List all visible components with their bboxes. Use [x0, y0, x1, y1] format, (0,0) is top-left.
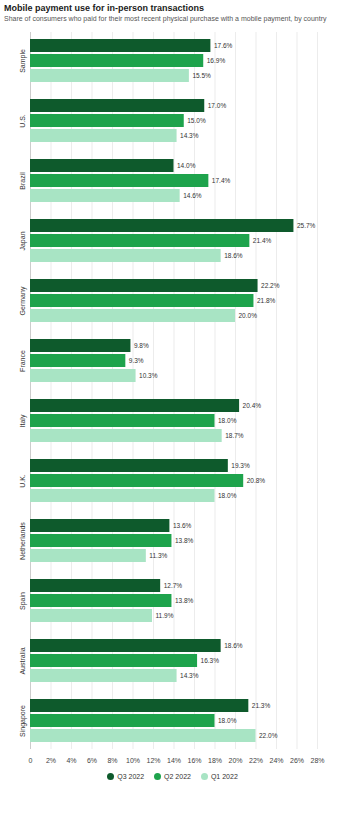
svg-text:18%: 18% [208, 757, 222, 764]
svg-text:U.S.: U.S. [19, 114, 26, 128]
svg-text:18.6%: 18.6% [224, 252, 243, 259]
html-text:Mobile payment use for in-pers: Mobile payment use for in-person transac… [4, 3, 204, 13]
svg-text:6%: 6% [87, 757, 97, 764]
svg-text:9.3%: 9.3% [129, 357, 144, 364]
svg-text:16%: 16% [187, 757, 201, 764]
svg-text:Australia: Australia [19, 647, 26, 674]
svg-text:Japan: Japan [19, 231, 27, 250]
svg-text:U.K.: U.K. [19, 474, 26, 488]
svg-text:20.8%: 20.8% [247, 477, 266, 484]
svg-text:2%: 2% [46, 757, 56, 764]
svg-text:18.0%: 18.0% [218, 717, 237, 724]
svg-text:17.4%: 17.4% [212, 177, 231, 184]
svg-text:21.4%: 21.4% [253, 237, 272, 244]
svg-text:14.3%: 14.3% [180, 132, 199, 139]
svg-text:21.8%: 21.8% [257, 297, 276, 304]
svg-text:18.0%: 18.0% [218, 492, 237, 499]
svg-text:Germany: Germany [19, 286, 27, 315]
svg-text:18.7%: 18.7% [225, 432, 244, 439]
svg-text:25.7%: 25.7% [297, 222, 316, 229]
svg-text:11.9%: 11.9% [155, 612, 173, 619]
svg-text:Netherlands: Netherlands [19, 521, 26, 559]
html-text:Share of consumers who paid fo: Share of consumers who paid for their mo… [4, 15, 327, 22]
svg-text:18.6%: 18.6% [224, 642, 243, 649]
svg-text:16.3%: 16.3% [201, 657, 220, 664]
html-text:Q2 2022: Q2 2022 [164, 772, 191, 780]
svg-text:20%: 20% [228, 757, 242, 764]
svg-text:26%: 26% [290, 757, 304, 764]
svg-text:17.0%: 17.0% [208, 102, 227, 109]
svg-text:0: 0 [29, 757, 33, 764]
svg-text:28%: 28% [310, 757, 324, 764]
svg-text:9.8%: 9.8% [134, 342, 149, 349]
svg-text:8%: 8% [107, 757, 117, 764]
svg-text:22%: 22% [249, 757, 263, 764]
html-text:Q3 2022: Q3 2022 [117, 772, 145, 780]
svg-text:17.6%: 17.6% [214, 42, 233, 49]
svg-text:14.6%: 14.6% [183, 192, 202, 199]
svg-text:France: France [19, 350, 26, 372]
svg-text:Spain: Spain [19, 592, 27, 610]
svg-text:13.8%: 13.8% [175, 537, 194, 544]
svg-text:Singapore: Singapore [19, 705, 27, 737]
svg-text:18.0%: 18.0% [218, 417, 237, 424]
svg-text:10.3%: 10.3% [139, 372, 158, 379]
svg-text:Sample: Sample [19, 49, 27, 73]
svg-text:15.0%: 15.0% [187, 117, 206, 124]
svg-text:12%: 12% [146, 757, 160, 764]
svg-text:11.3%: 11.3% [149, 552, 167, 559]
svg-text:13.8%: 13.8% [175, 597, 194, 604]
svg-text:13.6%: 13.6% [173, 522, 192, 529]
svg-text:24%: 24% [269, 757, 283, 764]
svg-text:4%: 4% [66, 757, 76, 764]
svg-text:14%: 14% [167, 757, 181, 764]
svg-text:12.7%: 12.7% [164, 582, 183, 589]
svg-text:19.3%: 19.3% [231, 462, 250, 469]
svg-text:14.3%: 14.3% [180, 672, 199, 679]
svg-text:20.4%: 20.4% [243, 402, 262, 409]
svg-text:15.5%: 15.5% [192, 72, 211, 79]
svg-text:22.0%: 22.0% [259, 732, 278, 739]
svg-text:14.0%: 14.0% [177, 162, 196, 169]
svg-text:22.2%: 22.2% [261, 282, 280, 289]
svg-text:10%: 10% [126, 757, 140, 764]
svg-text:Italy: Italy [19, 414, 27, 427]
html-text:Q1 2022: Q1 2022 [210, 772, 238, 780]
svg-text:16.9%: 16.9% [207, 57, 226, 64]
svg-text:21.3%: 21.3% [252, 702, 271, 709]
svg-text:20.0%: 20.0% [239, 312, 258, 319]
svg-text:Brazil: Brazil [19, 172, 26, 190]
